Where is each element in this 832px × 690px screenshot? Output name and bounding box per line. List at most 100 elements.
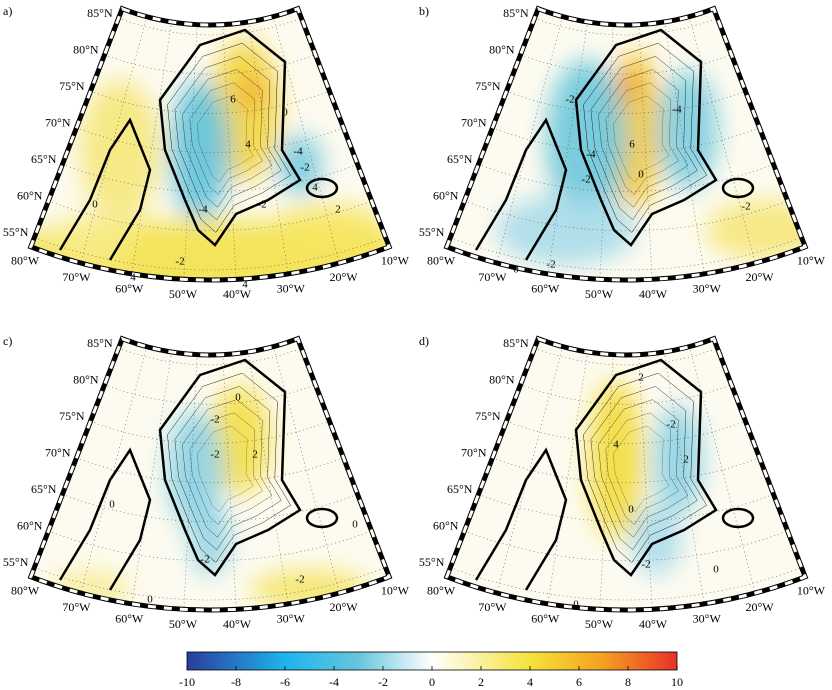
- parallel: [118, 17, 302, 36]
- contour: [174, 386, 282, 551]
- longitude-label: 30°W: [693, 611, 722, 625]
- meridian: [273, 346, 340, 594]
- contour-label: 2: [638, 372, 644, 384]
- contour: [182, 69, 273, 208]
- coastline: [474, 447, 568, 591]
- parallel: [104, 54, 316, 75]
- latitude-label: 80°N: [73, 42, 99, 56]
- panel-label: d): [419, 334, 429, 348]
- field-blobs: [496, 50, 806, 265]
- contour-label: 2: [252, 449, 258, 461]
- latitude-label: 60°N: [17, 189, 43, 203]
- longitude-label: 40°W: [639, 617, 668, 631]
- parallel: [118, 347, 302, 366]
- contour-label: 0: [352, 519, 358, 531]
- longitude-label: 50°W: [585, 287, 614, 301]
- map-frame-dash: [28, 336, 392, 612]
- contour-label: -2: [565, 94, 574, 106]
- coastline: [58, 117, 152, 261]
- latitude-label: 55°N: [3, 225, 29, 239]
- longitude-label: 50°W: [169, 617, 198, 631]
- field-blob: [190, 505, 230, 575]
- latitude-label: 80°N: [489, 372, 515, 386]
- contour-label: 4: [312, 182, 318, 194]
- longitude-label: 60°W: [115, 281, 144, 295]
- longitude-label: 60°W: [531, 611, 560, 625]
- colorbar-tick-label: 6: [576, 675, 582, 689]
- contour: [613, 95, 670, 183]
- contour: [167, 372, 291, 563]
- contour-label: 0: [638, 169, 644, 181]
- longitude-label: 50°W: [585, 617, 614, 631]
- longitude-label: 30°W: [277, 611, 306, 625]
- contour-label: -2: [641, 559, 650, 571]
- longitude-label: 70°W: [62, 600, 91, 614]
- field-blob: [80, 80, 160, 220]
- parallel: [76, 457, 344, 483]
- latitude-label: 55°N: [419, 225, 445, 239]
- contour-label: -2: [546, 259, 555, 271]
- latitude-label: 65°N: [447, 152, 473, 166]
- contour-label: -2: [581, 174, 590, 186]
- contour-label: 0: [628, 504, 634, 516]
- meridian: [222, 24, 237, 280]
- contour-label: -2: [741, 201, 750, 213]
- map-frame-dash: [28, 6, 392, 282]
- contour-label: -4: [586, 149, 596, 161]
- colorbar-tick-label: 10: [671, 675, 683, 689]
- contour-label: -2: [210, 414, 219, 426]
- iceland: [305, 177, 339, 199]
- contour: [174, 56, 282, 221]
- iceland: [721, 507, 755, 529]
- parallel: [534, 17, 718, 36]
- parallel: [492, 127, 760, 153]
- latitude-label: 75°N: [475, 409, 501, 423]
- longitude-label: 20°W: [745, 600, 774, 614]
- field-blob: [278, 135, 322, 195]
- contour: [189, 82, 263, 195]
- contour-label: -2: [175, 256, 184, 268]
- longitude-label: 30°W: [277, 281, 306, 295]
- meridian: [80, 16, 147, 264]
- meridian: [496, 16, 563, 264]
- field-blob: [170, 80, 230, 220]
- meridian: [222, 354, 237, 610]
- latitude-label: 75°N: [59, 79, 85, 93]
- field-blob: [210, 385, 270, 495]
- contour: [598, 69, 689, 208]
- field-blob: [653, 405, 703, 515]
- contour: [167, 42, 291, 233]
- meridian: [248, 21, 289, 274]
- field-blob: [588, 380, 644, 540]
- contour-label: -4: [198, 204, 208, 216]
- longitude-label: 40°W: [223, 287, 252, 301]
- longitude-label: 20°W: [329, 270, 358, 284]
- latitude-label: 60°N: [17, 519, 43, 533]
- meridian: [183, 354, 198, 610]
- iceland: [721, 177, 755, 199]
- latitude-label: 70°N: [45, 446, 71, 460]
- field-blobs: [30, 40, 390, 280]
- latitude-label: 65°N: [31, 152, 57, 166]
- map-panel: 85°N 80°N 75°N 70°N 65°N 60°N 55°N 80°W 70°W 60°W…: [3, 334, 410, 631]
- parallel: [492, 457, 760, 483]
- contour: [590, 56, 698, 221]
- contour: [613, 425, 670, 513]
- longitude-label: 80°W: [11, 253, 40, 267]
- latitude-label: 65°N: [447, 482, 473, 496]
- field-blob: [240, 78, 264, 106]
- longitude-label: 60°W: [115, 611, 144, 625]
- field-blobs: [50, 385, 370, 610]
- contour: [590, 386, 698, 551]
- longitude-label: 10°W: [797, 253, 826, 267]
- contour-label: -2: [295, 574, 304, 586]
- meridian: [689, 346, 756, 594]
- meridian: [689, 16, 756, 264]
- panel-label: c): [3, 334, 12, 348]
- contour-label: 0: [282, 107, 288, 119]
- colorbar-tick-label: 4: [527, 675, 533, 689]
- coastline: [158, 28, 302, 247]
- contour-label: 0: [109, 499, 115, 511]
- parallel: [520, 54, 732, 75]
